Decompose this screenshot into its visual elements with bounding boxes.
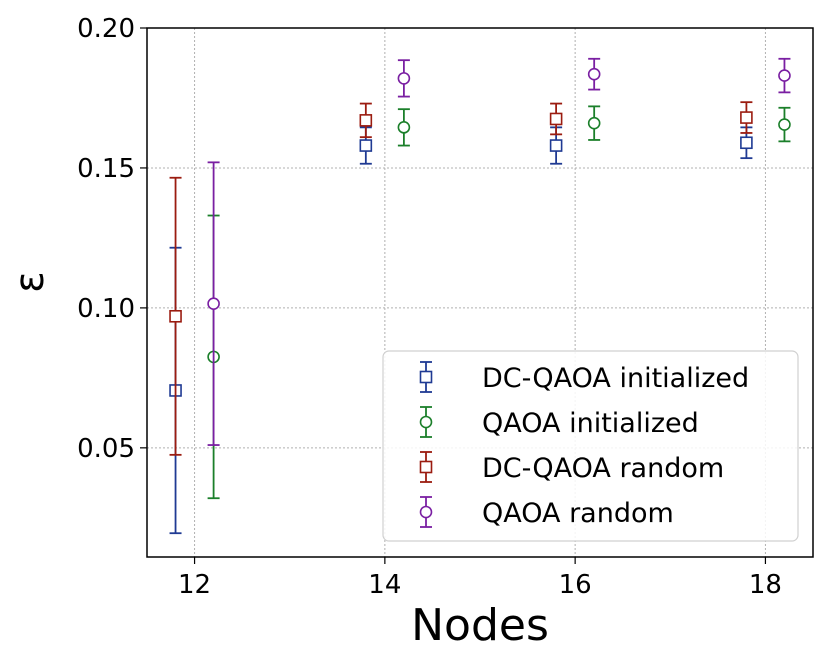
data-point — [740, 136, 753, 150]
x-tick-label: 18 — [749, 570, 782, 600]
plot-area-frame — [146, 27, 814, 558]
data-point — [778, 69, 791, 82]
x-tick-label: 14 — [368, 570, 401, 600]
data-point — [549, 139, 563, 152]
y-axis: 0.05 0.10 0.15 0.20 — [77, 14, 147, 464]
legend-label: QAOA initialized — [482, 408, 699, 439]
data-point — [207, 297, 220, 310]
y-tick-label: 0.20 — [77, 14, 135, 44]
data-point — [359, 114, 373, 127]
y-tick-label: 0.05 — [77, 434, 135, 464]
legend-marker — [419, 460, 433, 474]
data-point — [587, 67, 601, 81]
legend-label: DC-QAOA initialized — [482, 363, 749, 394]
data-point — [359, 139, 373, 152]
data-point — [397, 72, 411, 85]
legend-label: DC-QAOA random — [482, 453, 724, 484]
legend-marker — [419, 505, 433, 519]
y-tick-label: 0.15 — [77, 154, 135, 184]
data-point — [397, 121, 411, 134]
series-3 — [207, 57, 791, 446]
data-point — [169, 309, 182, 323]
x-tick-label: 12 — [178, 570, 211, 600]
data-point — [740, 111, 753, 124]
series-2 — [169, 101, 753, 456]
x-axis: 12 14 16 18 — [178, 557, 782, 600]
legend: DC-QAOA initialized QAOA initialized DC-QA… — [382, 350, 799, 542]
y-tick-label: 0.10 — [77, 294, 135, 324]
legend-box — [382, 350, 799, 542]
data-series — [169, 57, 791, 535]
legend-marker — [419, 370, 433, 384]
x-tick-label: 16 — [559, 570, 592, 600]
y-axis-label: ε — [7, 271, 53, 293]
legend-marker — [419, 415, 433, 429]
legend-label: QAOA random — [482, 498, 674, 529]
data-point — [587, 116, 601, 130]
data-point — [778, 118, 791, 131]
x-axis-label: Nodes — [411, 600, 549, 651]
data-point — [549, 112, 563, 126]
